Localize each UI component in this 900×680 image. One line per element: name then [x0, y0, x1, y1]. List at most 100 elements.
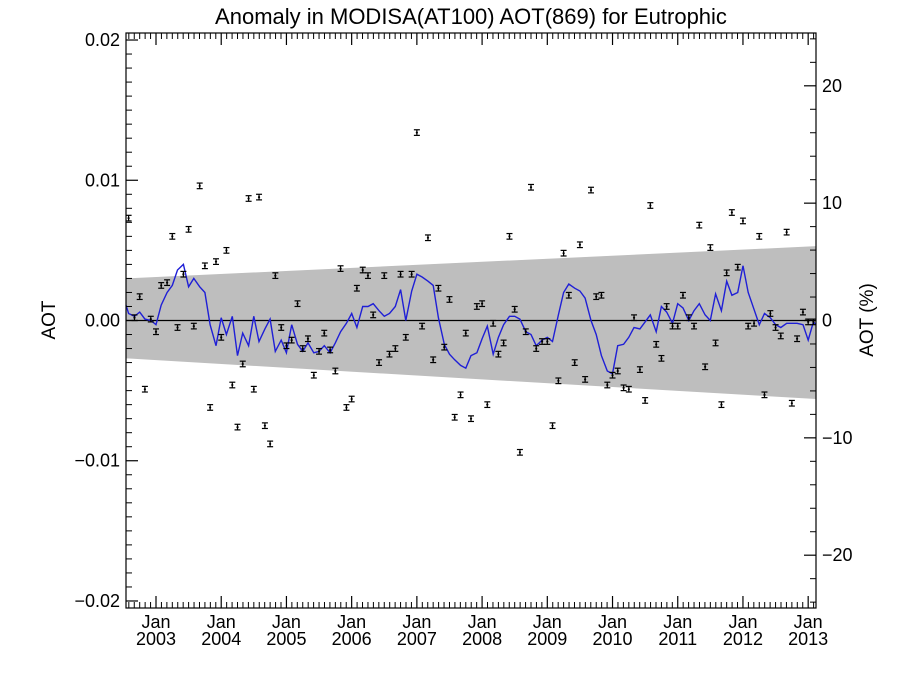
point-marker [736, 266, 739, 269]
point-marker [290, 339, 293, 342]
point-marker [600, 294, 603, 297]
data-point [451, 413, 458, 421]
uncertainty-band [126, 246, 816, 400]
data-point [288, 336, 295, 344]
point-marker [681, 294, 685, 297]
x-tick-month: Jan [272, 612, 301, 632]
data-point [533, 345, 540, 352]
point-marker [198, 184, 201, 187]
data-point [397, 270, 404, 278]
point-marker [165, 281, 169, 284]
data-point [679, 291, 686, 299]
data-point [239, 360, 246, 368]
data-point [174, 324, 181, 331]
data-point [528, 183, 534, 191]
point-marker [339, 267, 342, 270]
point-marker [448, 298, 451, 301]
data-point [522, 328, 529, 336]
point-marker [529, 186, 533, 189]
point-marker [350, 397, 353, 401]
chart-title: Anomaly in MODISA(AT100) AOT(869) for Eu… [215, 4, 727, 29]
data-point [669, 322, 676, 330]
data-point [272, 272, 279, 280]
x-tick-year: 2009 [527, 629, 567, 649]
point-marker [758, 235, 761, 238]
y2-tick-label: −20 [822, 545, 853, 565]
point-marker [606, 383, 609, 387]
data-point [283, 342, 290, 350]
data-point [190, 322, 197, 330]
point-marker [698, 224, 701, 227]
point-marker [540, 340, 544, 343]
point-marker [616, 369, 619, 373]
point-marker [220, 336, 223, 339]
data-point [353, 284, 360, 292]
point-marker [779, 334, 782, 338]
y2-tick-label: 0 [822, 311, 832, 331]
point-marker [567, 294, 570, 297]
point-marker [236, 425, 239, 429]
point-marker [709, 246, 712, 249]
point-marker [355, 287, 358, 290]
point-marker [285, 344, 288, 347]
point-marker [535, 347, 538, 350]
smoothed-line [125, 263, 817, 375]
data-point [207, 404, 214, 411]
point-marker [225, 249, 228, 252]
data-point [441, 343, 448, 351]
data-point [337, 265, 344, 273]
point-marker [741, 219, 745, 223]
point-marker [676, 325, 679, 328]
point-marker [769, 312, 772, 315]
point-marker [687, 316, 690, 319]
point-marker [785, 231, 788, 234]
data-point [723, 269, 730, 277]
data-point [511, 305, 518, 313]
point-marker [660, 357, 663, 360]
point-marker [420, 325, 424, 328]
data-point [598, 291, 605, 299]
point-marker [464, 332, 467, 335]
point-marker [524, 330, 527, 333]
point-marker [497, 353, 500, 356]
data-point [343, 404, 350, 411]
point-marker [426, 236, 430, 239]
data-point [739, 217, 746, 225]
point-marker [334, 369, 337, 373]
point-marker [138, 295, 141, 298]
point-marker [801, 310, 805, 314]
point-marker [296, 302, 299, 305]
point-marker [459, 393, 462, 396]
data-point [614, 367, 621, 375]
data-point [316, 347, 323, 355]
data-point [783, 228, 790, 236]
point-marker [790, 402, 793, 405]
data-point [158, 282, 165, 289]
data-point [147, 315, 154, 323]
point-marker [578, 243, 582, 246]
data-point [658, 354, 665, 362]
data-point [424, 234, 431, 242]
data-point [734, 263, 741, 271]
data-point [582, 375, 589, 383]
x-tick-year: 2005 [266, 629, 306, 649]
point-marker [437, 287, 440, 290]
data-point [256, 193, 263, 201]
point-marker [252, 388, 255, 391]
data-point [539, 338, 546, 345]
point-marker [394, 347, 397, 350]
point-marker [361, 268, 364, 272]
data-point [761, 391, 768, 399]
point-marker [752, 322, 756, 325]
point-marker [432, 358, 435, 361]
data-point [213, 258, 219, 266]
data-point [332, 367, 339, 375]
data-point [751, 319, 758, 327]
data-point [642, 397, 649, 404]
point-marker [508, 235, 511, 238]
data-point [430, 356, 437, 364]
point-marker [203, 264, 207, 267]
data-point [327, 346, 334, 354]
point-marker [329, 348, 332, 352]
data-point [653, 340, 660, 348]
